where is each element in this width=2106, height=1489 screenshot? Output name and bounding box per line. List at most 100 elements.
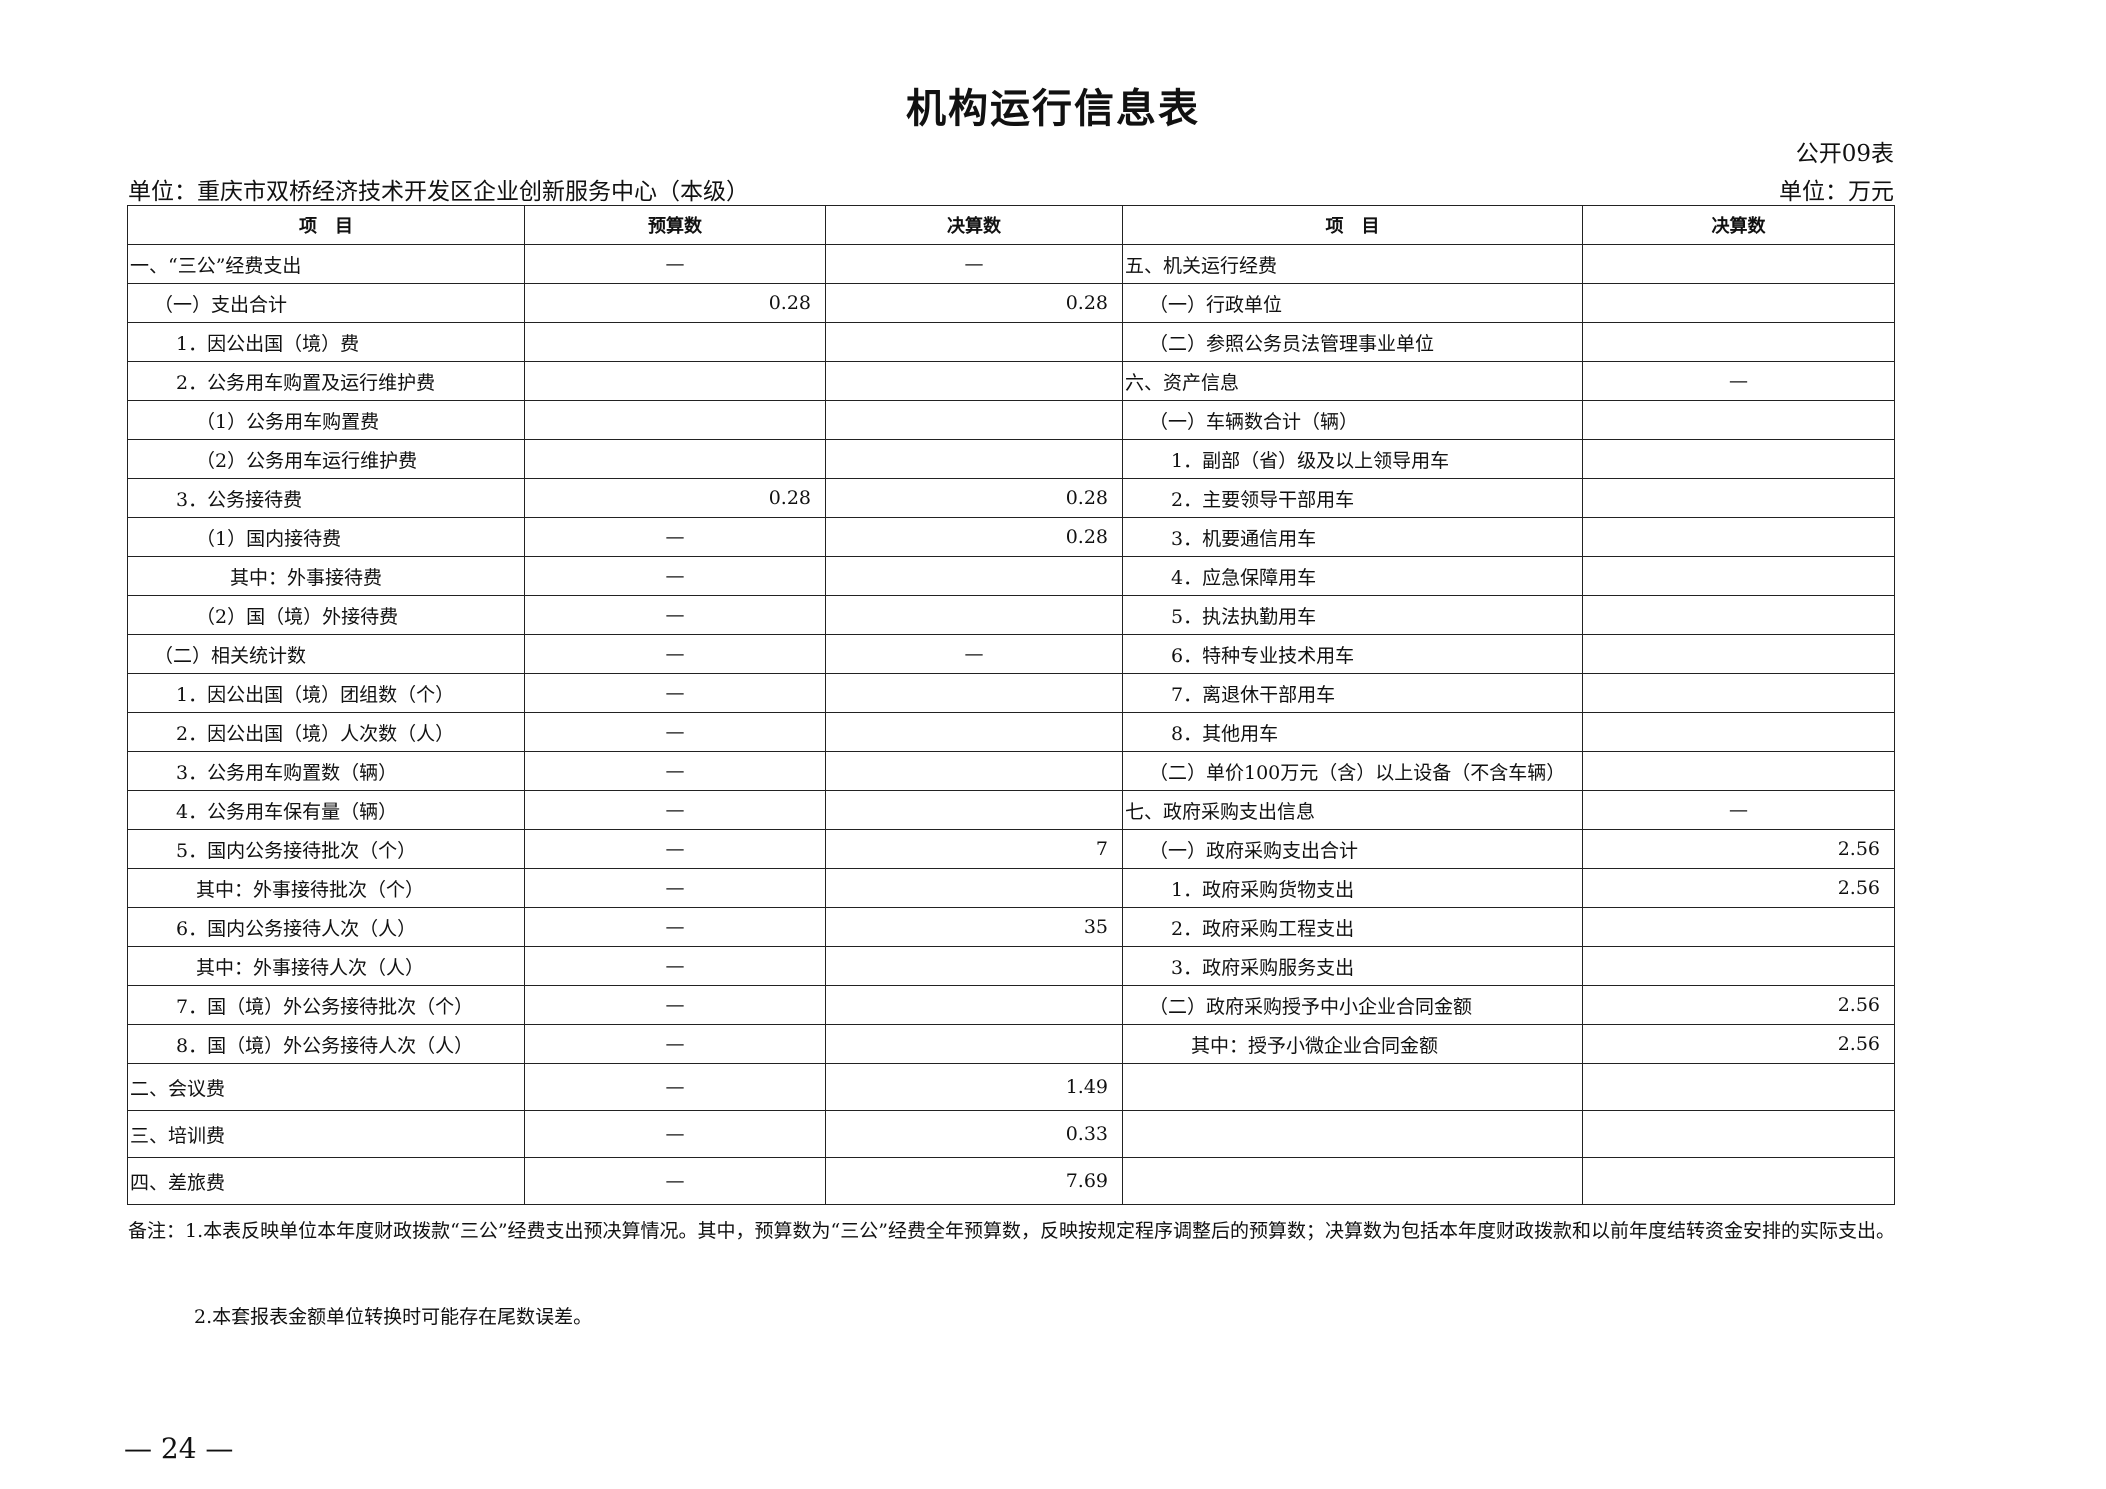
table-row: 5．国内公务接待批次（个） —7 （一）政府采购支出合计 2.56 [127,829,1895,869]
left-final-cell: 7 [825,829,1123,869]
left-final-cell: 0.28 [825,283,1123,323]
table-row: （2）国（境）外接待费 — 5．执法执勤用车 [127,595,1895,635]
table-row: 2．因公出国（境）人次数（人） — 8．其他用车 [127,712,1895,752]
left-budget-cell [524,322,826,362]
left-item-cell: 7．国（境）外公务接待批次（个） [127,985,525,1025]
right-item-cell: 8．其他用车 [1122,712,1583,752]
right-final-cell [1582,907,1895,947]
table-row: 8．国（境）外公务接待人次（人） — 其中：授予小微企业合同金额 2.56 [127,1024,1895,1064]
table-row: 三、培训费 —0.33 [127,1110,1895,1158]
left-budget-cell: — [524,1157,826,1205]
right-final-cell [1582,517,1895,557]
left-item-cell: 其中：外事接待人次（人） [127,946,525,986]
left-item-cell: 四、差旅费 [127,1157,525,1205]
right-final-cell [1582,634,1895,674]
right-final-cell [1582,283,1895,323]
left-final-cell: 7.69 [825,1157,1123,1205]
left-item-cell: 一、“三公”经费支出 [127,244,525,284]
left-item-cell: 2．因公出国（境）人次数（人） [127,712,525,752]
left-final-cell [825,712,1123,752]
left-item-cell: 3．公务接待费 [127,478,525,518]
header-left-final: 决算数 [825,205,1123,245]
right-item-cell: （一）行政单位 [1122,283,1583,323]
left-final-cell [825,439,1123,479]
table-row: 一、“三公”经费支出 — — 五、机关运行经费 [127,244,1895,284]
right-item-cell: （一）政府采购支出合计 [1122,829,1583,869]
left-budget-cell: — [524,985,826,1025]
table-row: 1．因公出国（境）团组数（个） — 7．离退休干部用车 [127,673,1895,713]
table-row: 二、会议费 —1.49 [127,1063,1895,1111]
left-final-cell [825,400,1123,440]
right-final-cell [1582,478,1895,518]
left-budget-cell: — [524,751,826,791]
table-row: 其中：外事接待批次（个） — 1．政府采购货物支出 2.56 [127,868,1895,908]
left-final-cell [825,322,1123,362]
left-budget-cell: — [524,790,826,830]
table-row: 3．公务用车购置数（辆） — （二）单价100万元（含）以上设备（不含车辆） [127,751,1895,791]
table-row: 1．因公出国（境）费 （二）参照公务员法管理事业单位 [127,322,1895,362]
left-final-cell: 1.49 [825,1063,1123,1111]
left-item-cell: 6．国内公务接待人次（人） [127,907,525,947]
page-title: 机构运行信息表 [906,85,1200,132]
right-item-cell [1122,1157,1583,1205]
left-item-cell: 3．公务用车购置数（辆） [127,751,525,791]
right-item-cell: 3．政府采购服务支出 [1122,946,1583,986]
table-row: 其中：外事接待人次（人） — 3．政府采购服务支出 [127,946,1895,986]
left-item-cell: 5．国内公务接待批次（个） [127,829,525,869]
right-final-cell [1582,673,1895,713]
left-budget-cell: — [524,907,826,947]
left-item-cell: 二、会议费 [127,1063,525,1111]
note-1: 备注：1.本表反映单位本年度财政拨款“三公”经费支出预决算情况。其中，预算数为“… [128,1220,1895,1242]
right-item-cell [1122,1063,1583,1111]
left-item-cell: 4．公务用车保有量（辆） [127,790,525,830]
left-item-cell: （一）支出合计 [127,283,525,323]
table-row: 3．公务接待费 0.28 0.28 2．主要领导干部用车 [127,478,1895,518]
right-item-cell: 1．副部（省）级及以上领导用车 [1122,439,1583,479]
left-item-cell: 其中：外事接待费 [127,556,525,596]
right-item-cell: 六、资产信息 [1122,361,1583,401]
right-item-cell: 五、机关运行经费 [1122,244,1583,284]
left-budget-cell: — [524,244,826,284]
right-final-cell: 2.56 [1582,985,1895,1025]
left-final-cell [825,1024,1123,1064]
right-item-cell: 5．执法执勤用车 [1122,595,1583,635]
right-final-cell [1582,1110,1895,1158]
left-item-cell: （1）公务用车购置费 [127,400,525,440]
org-label: 单位：重庆市双桥经济技术开发区企业创新服务中心（本级） [128,179,749,205]
left-final-cell [825,868,1123,908]
left-final-cell [825,946,1123,986]
table-row: （1）公务用车购置费 （一）车辆数合计（辆） [127,400,1895,440]
table-row: 2．公务用车购置及运行维护费 六、资产信息 — [127,361,1895,401]
right-final-cell: — [1582,361,1895,401]
right-final-cell [1582,712,1895,752]
left-budget-cell: — [524,1024,826,1064]
table-row: 4．公务用车保有量（辆） — 七、政府采购支出信息 — [127,790,1895,830]
info-table: 项 目 预算数 决算数 项 目 决算数 一、“三公”经费支出 — — 五、机关运行经费… [127,205,1895,1205]
right-item-cell: 1．政府采购货物支出 [1122,868,1583,908]
right-item-cell [1122,1110,1583,1158]
table-row: 其中：外事接待费 — 4．应急保障用车 [127,556,1895,596]
right-final-cell: 2.56 [1582,829,1895,869]
left-item-cell: 1．因公出国（境）费 [127,322,525,362]
right-final-cell [1582,595,1895,635]
left-budget-cell: 0.28 [524,478,826,518]
table-row: （一）支出合计 0.28 0.28 （一）行政单位 [127,283,1895,323]
right-final-cell [1582,244,1895,284]
left-budget-cell: — [524,946,826,986]
right-item-cell: （二）政府采购授予中小企业合同金额 [1122,985,1583,1025]
left-item-cell: 三、培训费 [127,1110,525,1158]
left-budget-cell: — [524,712,826,752]
left-budget-cell: — [524,1063,826,1111]
left-final-cell: — [825,634,1123,674]
right-final-cell: — [1582,790,1895,830]
table-code: 公开09表 [1795,141,1894,167]
right-final-cell [1582,322,1895,362]
unit-label: 单位：万元 [1779,179,1894,205]
page-number: — 24 — [124,1432,234,1465]
right-item-cell: 其中：授予小微企业合同金额 [1122,1024,1583,1064]
left-budget-cell: — [524,556,826,596]
left-final-cell [825,985,1123,1025]
left-final-cell: 0.28 [825,478,1123,518]
right-final-cell [1582,751,1895,791]
left-item-cell: （1）国内接待费 [127,517,525,557]
